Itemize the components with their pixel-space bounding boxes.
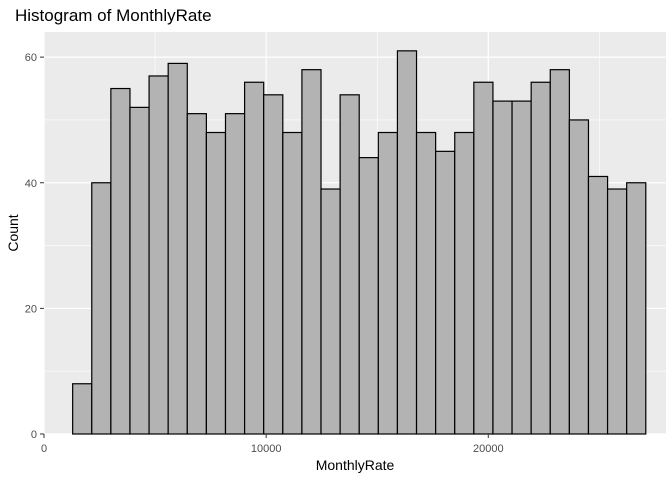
histogram-bar xyxy=(454,131,475,435)
y-tick-label: 40 xyxy=(25,178,37,190)
histogram-bar xyxy=(224,113,246,435)
y-axis: 0 20 40 60 xyxy=(25,52,44,441)
histogram-bar xyxy=(568,119,590,435)
histogram-bar xyxy=(129,106,150,435)
histogram-bar xyxy=(626,182,647,435)
histogram-bar xyxy=(358,157,379,435)
histogram-bar xyxy=(243,81,265,435)
histogram-bar xyxy=(435,150,456,435)
histogram-bar xyxy=(320,188,341,435)
histogram-bar xyxy=(606,188,628,435)
histogram-bar xyxy=(148,75,169,435)
y-tick-label: 0 xyxy=(31,429,37,441)
histogram-bars xyxy=(72,50,647,435)
histogram-bar xyxy=(91,182,112,435)
histogram-bar xyxy=(110,87,131,435)
histogram-bar xyxy=(205,131,227,435)
histogram-bar xyxy=(72,383,93,435)
chart-title: Histogram of MonthlyRate xyxy=(15,6,212,25)
histogram-bar xyxy=(415,131,437,435)
histogram-bar xyxy=(511,100,532,435)
histogram-bar xyxy=(492,100,513,435)
histogram-bar xyxy=(301,69,322,435)
y-axis-title: Count xyxy=(5,214,21,251)
histogram-bar xyxy=(396,50,418,435)
histogram-bar xyxy=(587,175,609,435)
histogram-bar xyxy=(263,94,284,435)
histogram-bar xyxy=(339,94,360,435)
x-tick-label: 20000 xyxy=(473,443,504,455)
x-tick-label: 10000 xyxy=(251,443,282,455)
histogram-bar xyxy=(473,81,494,435)
y-tick-label: 20 xyxy=(25,303,37,315)
histogram-bar xyxy=(282,131,303,435)
x-axis: 0 10000 20000 xyxy=(41,434,504,455)
histogram-bar xyxy=(167,62,188,435)
y-tick-label: 60 xyxy=(25,52,37,64)
x-axis-title: MonthlyRate xyxy=(316,457,395,473)
histogram-bar xyxy=(549,69,570,435)
histogram-bar xyxy=(186,113,207,435)
x-tick-label: 0 xyxy=(41,443,47,455)
histogram-bar xyxy=(530,81,551,435)
histogram-bar xyxy=(377,131,399,435)
